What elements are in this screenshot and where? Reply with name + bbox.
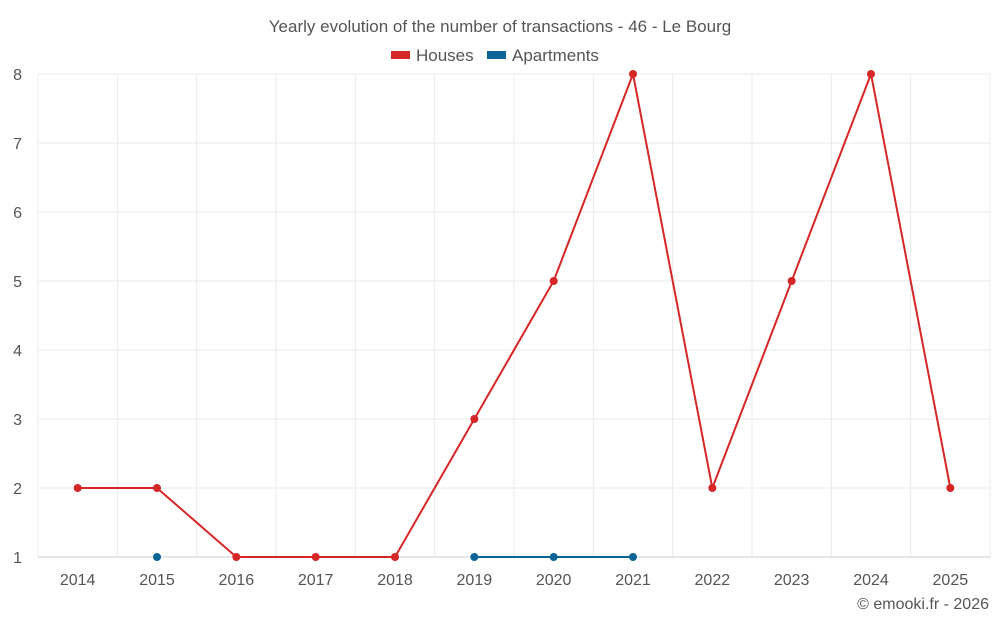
x-tick-label: 2017 xyxy=(298,572,334,589)
legend-label-apartments[interactable]: Apartments xyxy=(512,46,599,65)
houses-point[interactable] xyxy=(391,553,399,561)
houses-point[interactable] xyxy=(153,484,161,492)
houses-point[interactable] xyxy=(73,484,82,492)
apartments-point[interactable] xyxy=(549,553,558,561)
y-tick-label: 3 xyxy=(13,412,22,429)
x-tick-label: 2015 xyxy=(139,572,175,589)
y-tick-label: 5 xyxy=(13,274,22,291)
apartments-point[interactable] xyxy=(629,553,637,561)
x-axis-ticks: 2014 2015 2016 2017 2018 2019 2020 2021 2022 2023… xyxy=(60,572,968,589)
houses-point[interactable] xyxy=(232,553,241,561)
x-tick-label: 2016 xyxy=(219,572,255,589)
x-tick-label: 2020 xyxy=(536,572,572,589)
apartments-point[interactable] xyxy=(470,553,479,561)
houses-point[interactable] xyxy=(867,70,875,78)
houses-point[interactable] xyxy=(470,415,479,423)
grid xyxy=(37,73,991,558)
x-tick-label: 2022 xyxy=(695,572,731,589)
series-apartments xyxy=(153,553,637,561)
houses-point[interactable] xyxy=(549,277,558,285)
legend: Houses Apartments xyxy=(391,46,599,65)
y-tick-label: 7 xyxy=(13,136,22,153)
houses-line xyxy=(77,70,952,558)
x-tick-label: 2025 xyxy=(933,572,969,589)
legend-label-houses[interactable]: Houses xyxy=(416,46,474,65)
y-tick-label: 8 xyxy=(13,67,22,84)
y-tick-label: 2 xyxy=(13,481,22,498)
houses-point[interactable] xyxy=(311,553,320,561)
credit-text: © emooki.fr - 2026 xyxy=(857,596,989,613)
houses-point[interactable] xyxy=(787,277,796,285)
series xyxy=(73,70,955,561)
legend-swatch-apartments[interactable] xyxy=(487,51,506,59)
houses-point[interactable] xyxy=(946,484,955,492)
legend-swatch-houses[interactable] xyxy=(391,51,410,59)
series-houses xyxy=(73,70,955,561)
x-tick-label: 2018 xyxy=(377,572,413,589)
x-tick-label: 2019 xyxy=(457,572,493,589)
houses-point[interactable] xyxy=(629,70,637,78)
y-axis-ticks: 1 2 3 4 5 6 7 8 xyxy=(13,67,22,567)
x-tick-label: 2021 xyxy=(615,572,651,589)
chart-title: Yearly evolution of the number of transa… xyxy=(269,17,731,36)
y-tick-label: 6 xyxy=(13,205,22,222)
apartments-point[interactable] xyxy=(153,553,161,561)
x-tick-label: 2023 xyxy=(774,572,810,589)
houses-point[interactable] xyxy=(708,484,717,492)
x-tick-label: 2014 xyxy=(60,572,96,589)
y-tick-label: 4 xyxy=(13,343,22,360)
x-tick-label: 2024 xyxy=(853,572,889,589)
y-tick-label: 1 xyxy=(13,550,22,567)
